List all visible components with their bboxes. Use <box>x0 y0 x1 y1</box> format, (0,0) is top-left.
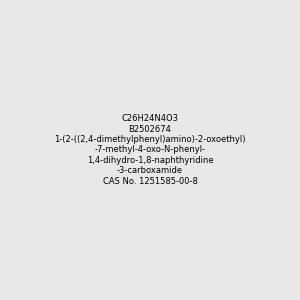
Text: C26H24N4O3
B2502674
1-(2-((2,4-dimethylphenyl)amino)-2-oxoethyl)
-7-methyl-4-oxo: C26H24N4O3 B2502674 1-(2-((2,4-dimethylp… <box>54 114 246 186</box>
